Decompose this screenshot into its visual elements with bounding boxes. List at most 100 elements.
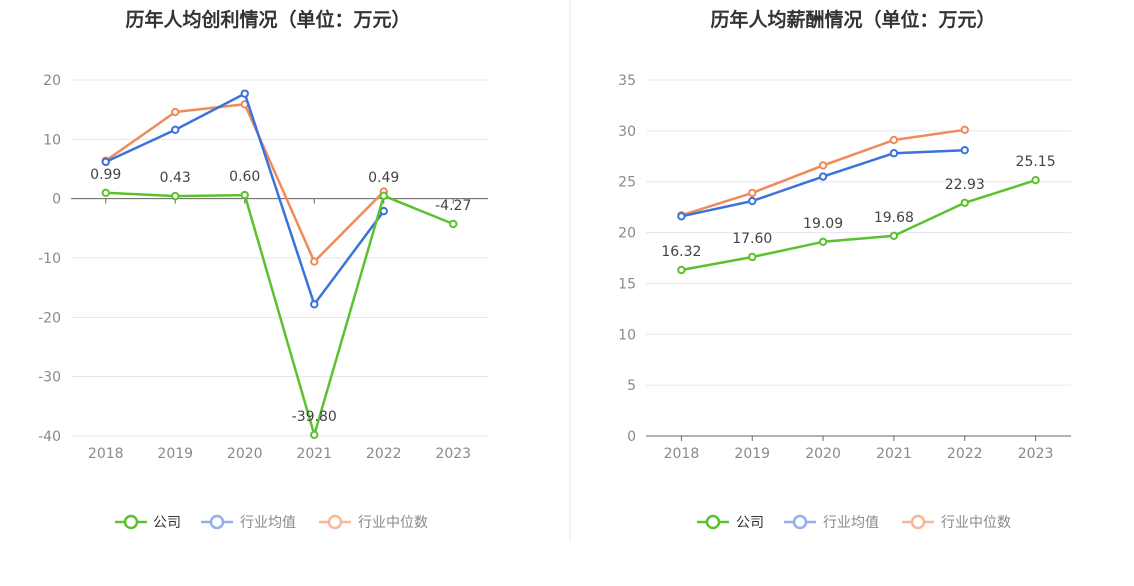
salary-y-tick-label: 10 [618,327,636,343]
profit-point-company[interactable] [379,191,388,200]
profit-point-industry-avg[interactable] [171,125,180,135]
profit-y-tick-label: -30 [38,370,61,386]
profit-point-company[interactable] [171,191,180,201]
profit-point-company[interactable] [101,188,110,197]
salary-y-tick-label: 20 [618,226,636,242]
salary-data-label: 25.15 [1016,154,1056,170]
salary-point-industry-median[interactable] [889,135,899,145]
profit-legend: 公司 行业均值 行业中位数 [115,514,428,531]
legend-company-label: 公司 [736,515,764,531]
salary-line-company [681,179,1036,272]
salary-point-company[interactable] [889,231,899,241]
legend-median-marker [327,514,343,530]
salary-point-company[interactable] [960,198,969,207]
salary-y-tick-label: 0 [627,429,636,445]
salary-data-label: 22.93 [945,177,985,193]
profit-data-label: 0.60 [229,169,260,185]
salary-data-label: 19.68 [874,210,914,226]
salary-grid [646,79,1071,437]
salary-point-industry-median[interactable] [748,188,757,198]
profit-data-label: 0.49 [368,170,399,186]
profit-x-tick-label: 2020 [227,446,263,462]
legend-median-marker [910,514,926,530]
legend-item-industry-median[interactable]: 行业中位数 [902,514,1011,531]
salary-y-tick-label: 25 [618,175,636,191]
legend-avg-marker [209,514,225,530]
salary-point-industry-avg[interactable] [818,172,828,181]
salary-point-industry-median[interactable] [818,161,828,170]
salary-point-company[interactable] [1031,175,1040,185]
profit-point-industry-avg[interactable] [379,206,388,216]
salary-point-industry-avg[interactable] [677,212,686,221]
profit-point-industry-avg[interactable] [101,157,110,167]
legend-median-label: 行业中位数 [358,515,428,531]
legend-item-company[interactable]: 公司 [697,514,764,531]
salary-x-tick-label: 2020 [805,446,841,462]
legend-company-marker [123,514,139,530]
salary-point-industry-median[interactable] [960,125,969,135]
profit-y-tick-label: 0 [52,192,61,208]
salary-x-tick-label: 2018 [664,446,700,462]
profit-data-labels: 0.99 0.43 0.60 -39.80 0.49 -4.27 [90,167,471,425]
legend-item-industry-median[interactable]: 行业中位数 [319,514,428,531]
profit-x-axis: 2018 2019 2020 2021 2022 2023 [71,198,488,462]
salary-data-label: 19.09 [803,216,843,232]
salary-data-labels: 16.32 17.60 19.09 19.68 22.93 25.15 [661,154,1055,260]
legend-item-industry-avg[interactable]: 行业均值 [201,514,296,531]
salary-point-industry-avg[interactable] [889,149,899,158]
salary-chart-title: 历年人均薪酬情况（单位：万元） [710,8,995,31]
salary-point-industry-avg[interactable] [748,196,757,206]
salary-data-label: 17.60 [732,231,772,247]
profit-point-industry-median[interactable] [310,257,319,266]
profit-y-tick-label: -40 [38,429,61,445]
profit-y-tick-label: 20 [43,73,61,89]
legend-avg-label: 行业均值 [823,515,879,531]
profit-grid [71,79,488,437]
profit-series [101,89,458,440]
legend-item-industry-avg[interactable]: 行业均值 [784,514,879,531]
profit-y-tick-label: -20 [38,310,61,326]
legend-item-company[interactable]: 公司 [115,514,181,531]
profit-point-industry-avg[interactable] [310,300,319,309]
salary-point-company[interactable] [677,265,686,275]
salary-x-tick-label: 2019 [734,446,770,462]
profit-data-label: -39.80 [292,409,337,425]
legend-avg-marker [792,514,808,530]
profit-x-tick-label: 2019 [157,446,193,462]
legend-company-label: 公司 [153,515,181,531]
profit-point-company[interactable] [310,430,319,440]
salary-point-company[interactable] [818,237,828,247]
salary-x-tick-label: 2021 [876,446,912,462]
salary-y-tick-label: 30 [618,124,636,140]
profit-point-company[interactable] [449,219,458,229]
profit-point-industry-median[interactable] [171,107,180,117]
profit-x-tick-label: 2022 [366,446,402,462]
profit-y-axis: 20 10 0 -10 -20 -30 -40 [38,73,61,445]
salary-data-label: 16.32 [661,244,701,260]
profit-line-company [105,191,454,437]
profit-data-label: 0.43 [160,170,191,186]
profit-x-tick-label: 2021 [296,446,332,462]
profit-point-industry-avg[interactable] [240,89,249,98]
profit-x-tick-label: 2018 [88,446,124,462]
salary-y-tick-label: 5 [627,378,636,394]
profit-y-tick-label: -10 [38,251,61,267]
profit-data-label: -4.27 [435,198,471,214]
salary-legend: 公司 行业均值 行业中位数 [697,514,1011,531]
salary-x-tick-label: 2022 [947,446,983,462]
profit-point-company[interactable] [240,190,249,200]
salary-point-industry-avg[interactable] [960,145,969,155]
salary-y-tick-label: 15 [618,276,636,292]
salary-x-axis: 2018 2019 2020 2021 2022 2023 [646,435,1071,462]
salary-point-company[interactable] [748,252,757,262]
salary-x-tick-label: 2023 [1018,446,1054,462]
legend-median-label: 行业中位数 [941,515,1011,531]
legend-avg-label: 行业均值 [240,515,296,531]
profit-y-tick-label: 10 [43,132,61,148]
salary-y-tick-label: 35 [618,73,636,89]
legend-company-marker [705,514,721,530]
